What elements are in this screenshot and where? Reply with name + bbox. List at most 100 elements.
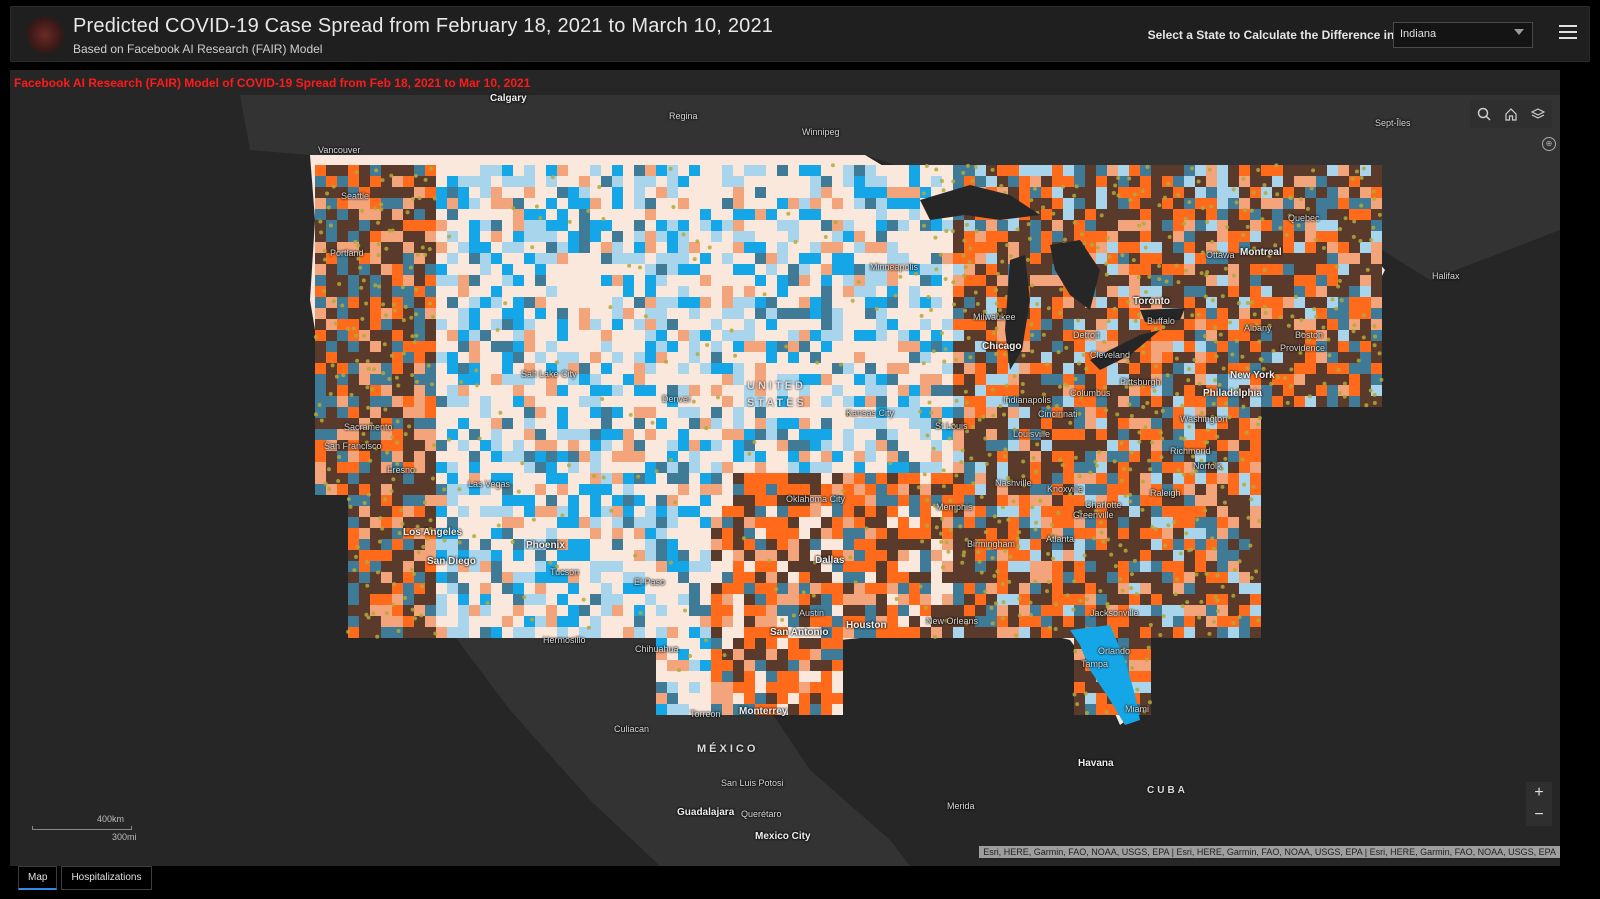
county-cell [590,440,601,451]
county-cell [777,374,788,385]
county-cell [491,374,502,385]
case-dot [1186,378,1191,383]
county-cell [656,264,667,275]
county-cell [1096,539,1107,550]
county-cell [1041,330,1052,341]
county-cell [480,363,491,374]
county-cell [1239,308,1250,319]
county-cell [810,176,821,187]
county-cell [1228,462,1239,473]
county-cell [788,517,799,528]
case-dot [355,545,360,550]
county-cell [975,176,986,187]
county-cell [524,209,535,220]
county-cell [370,253,381,264]
county-cell [788,308,799,319]
county-cell [711,693,722,704]
county-cell [997,407,1008,418]
county-cell [1360,209,1371,220]
case-dot [1152,388,1157,393]
county-cell [733,418,744,429]
county-cell [1349,242,1360,253]
county-cell [436,286,447,297]
case-dot [383,407,388,412]
county-cell [1338,264,1349,275]
case-dot [963,389,968,394]
case-dot [1015,536,1020,541]
county-cell [1250,374,1261,385]
county-cell [964,264,975,275]
county-cell [1030,407,1041,418]
county-cell [557,319,568,330]
county-cell [1151,440,1162,451]
case-dot [368,458,373,463]
county-cell [1250,363,1261,374]
county-cell [1239,165,1250,176]
case-dot [389,353,394,358]
county-cell [436,385,447,396]
county-cell [436,451,447,462]
county-cell [546,627,557,638]
county-cell [887,385,898,396]
county-cell [1096,319,1107,330]
county-cell [1195,330,1206,341]
county-cell [1338,363,1349,374]
county-cell [821,462,832,473]
case-dot [1260,217,1265,222]
case-dot [390,435,395,440]
case-dot [1145,164,1150,169]
case-dot [627,263,632,268]
county-cell [810,352,821,363]
case-dot [1025,257,1030,262]
county-cell [722,308,733,319]
case-dot [1192,357,1197,362]
case-dot [1187,548,1192,553]
county-cell [425,583,436,594]
county-cell [1228,330,1239,341]
county-cell [403,220,414,231]
county-cell [414,198,425,209]
county-cell [1261,165,1272,176]
case-dot [511,206,516,211]
hamburger-menu-icon[interactable] [1559,25,1577,39]
county-cell [623,187,634,198]
county-cell [568,242,579,253]
county-cell [1107,517,1118,528]
case-dot [1136,312,1141,317]
county-cell [634,220,645,231]
county-cell [601,319,612,330]
case-dot [1073,455,1078,460]
city-label-portland: Portland [330,248,364,258]
map-canvas[interactable] [10,70,1560,866]
state-select-dropdown[interactable]: Indiana [1393,22,1533,48]
county-cell [491,616,502,627]
county-cell [898,264,909,275]
county-cell [381,319,392,330]
county-cell [821,187,832,198]
county-cell [799,627,810,638]
county-cell [403,583,414,594]
county-cell [348,473,359,484]
county-cell [1294,286,1305,297]
county-cell [1052,572,1063,583]
county-cell [1261,363,1272,374]
county-cell [1107,264,1118,275]
county-cell [1239,198,1250,209]
case-dot [1180,604,1185,609]
county-cell [1118,253,1129,264]
map-panel[interactable]: Facebook AI Research (FAIR) Model of COV… [10,70,1560,866]
county-cell [1118,209,1129,220]
county-cell [1228,308,1239,319]
county-cell [623,319,634,330]
county-cell [634,385,645,396]
county-cell [480,176,491,187]
county-cell [953,264,964,275]
county-cell [414,275,425,286]
county-cell [1096,506,1107,517]
county-cell [887,506,898,517]
case-dot [423,252,428,257]
case-dot [747,451,752,456]
county-cell [909,319,920,330]
county-cell [480,495,491,506]
county-cell [623,605,634,616]
